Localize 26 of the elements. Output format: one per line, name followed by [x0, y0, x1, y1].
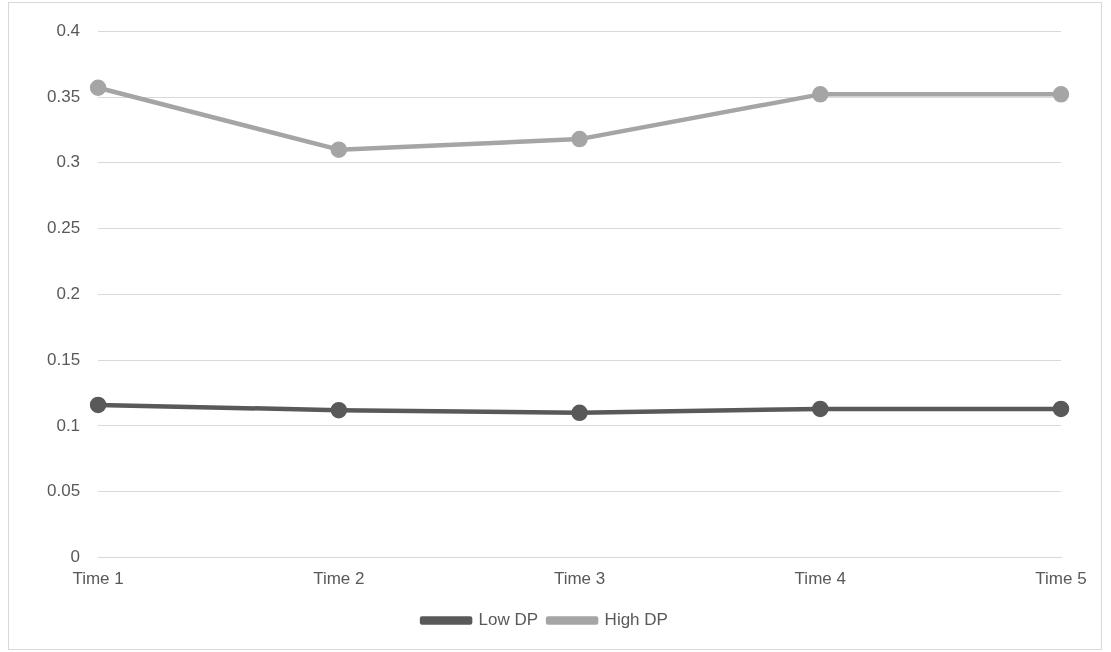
x-tick-label: Time 2 [313, 569, 365, 589]
x-tick-label: Time 5 [1035, 569, 1087, 589]
y-tick-label: 0.15 [46, 349, 81, 369]
y-tick-label: 0.25 [46, 218, 81, 238]
point [812, 86, 829, 103]
y-tick-label: 0 [70, 547, 81, 567]
legend-label: Low DP [478, 610, 539, 630]
point [571, 130, 588, 148]
point [89, 79, 107, 97]
y-tick-label: 0.2 [56, 284, 81, 304]
point [1052, 86, 1070, 103]
point [330, 141, 348, 158]
point [812, 400, 829, 418]
legend-label: High DP [604, 610, 668, 630]
point [1052, 400, 1070, 418]
point [89, 396, 107, 414]
point [571, 404, 588, 422]
x-tick-label: Time 1 [72, 569, 124, 589]
y-tick-label: 0.3 [56, 152, 81, 172]
point [330, 401, 348, 419]
y-tick-label: 0.4 [56, 20, 81, 40]
y-tick-label: 0.35 [46, 86, 81, 106]
y-tick-label: 0.1 [56, 415, 81, 435]
x-tick-label: Time 4 [794, 569, 846, 589]
x-tick-label: Time 3 [553, 569, 606, 589]
y-tick-label: 0.05 [46, 481, 81, 501]
